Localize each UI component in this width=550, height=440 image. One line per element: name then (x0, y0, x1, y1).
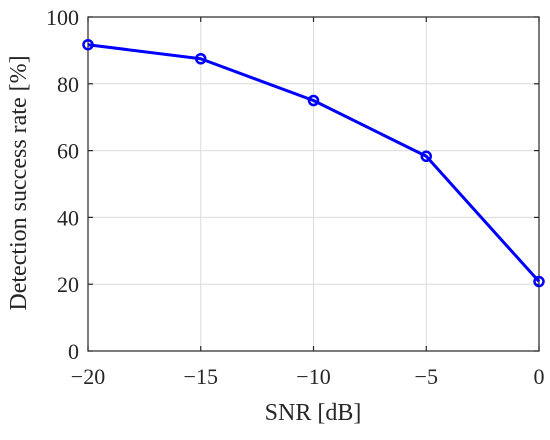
y-tick-label: 0 (68, 339, 79, 364)
y-tick-label: 100 (46, 5, 79, 30)
x-axis-label: SNR [dB] (265, 400, 362, 426)
x-tick-label: −10 (296, 364, 330, 389)
tick-labels: −20 −15 −10 −5 0 0 20 40 60 80 100 (46, 5, 545, 389)
y-tick-label: 20 (57, 272, 79, 297)
x-tick-label: −5 (415, 364, 438, 389)
x-tick-label: 0 (534, 364, 545, 389)
y-axis-label: Detection success rate [%] (6, 55, 32, 310)
y-tick-label: 80 (57, 72, 79, 97)
series-line (87, 43, 541, 283)
data-point-marker (82, 38, 94, 51)
data-series (82, 38, 545, 288)
x-tick-label: −20 (71, 364, 105, 389)
y-tick-label: 60 (57, 139, 79, 164)
x-tick-label: −15 (184, 364, 218, 389)
grid (87, 16, 540, 352)
data-point-marker (420, 150, 432, 163)
y-tick-label: 40 (57, 205, 79, 230)
axes (87, 16, 540, 352)
data-point-marker (533, 275, 545, 288)
data-point-marker (307, 94, 320, 107)
data-point-marker (195, 53, 207, 65)
